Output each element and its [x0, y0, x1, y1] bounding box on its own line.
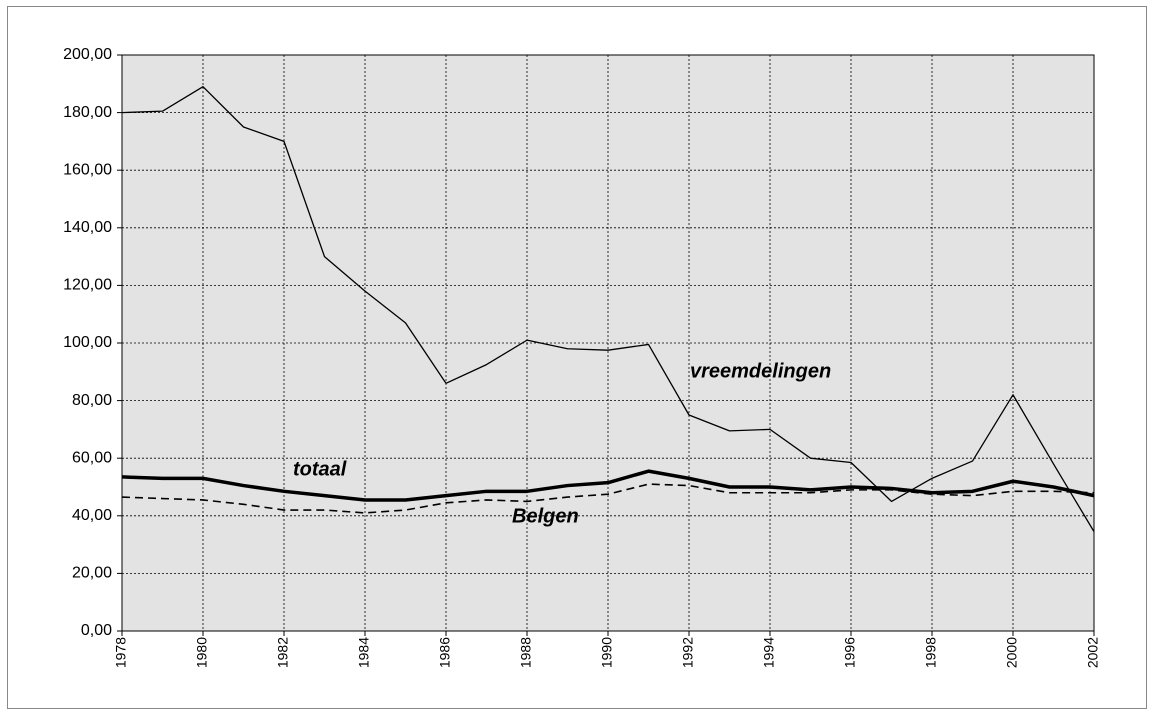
series-line [121, 483, 1095, 514]
x-tick-label: 1994 [761, 637, 777, 668]
x-tick-label: 1990 [599, 637, 615, 668]
y-tick-label: 60,00 [72, 449, 112, 466]
y-tick-label: 80,00 [72, 392, 112, 409]
y-tick-label: 40,00 [72, 507, 112, 524]
y-tick-label: 160,00 [63, 161, 112, 178]
y-tick-label: 100,00 [63, 334, 112, 351]
x-tick-label: 1980 [194, 637, 210, 668]
y-tick-label: 200,00 [63, 46, 112, 63]
x-tick-label: 1986 [437, 637, 453, 668]
x-tick-label: 1978 [113, 637, 129, 668]
y-tick-label: 20,00 [72, 565, 112, 582]
x-tick-label: 1988 [518, 637, 534, 668]
plot-border [121, 54, 1095, 632]
y-tick-label: 0,00 [81, 622, 112, 639]
x-tick-label: 1998 [923, 637, 939, 668]
x-tick-label: 1982 [275, 637, 291, 668]
y-tick-label: 140,00 [63, 219, 112, 236]
series-label: totaal [293, 458, 347, 480]
x-tick-label: 1992 [680, 637, 696, 668]
x-tick-label: 1984 [356, 637, 372, 668]
series-line [121, 86, 1095, 532]
x-tick-label: 2000 [1004, 637, 1020, 668]
series-label: Belgen [512, 505, 579, 527]
y-tick-label: 180,00 [63, 104, 112, 121]
y-tick-label: 120,00 [63, 277, 112, 294]
series-line [121, 469, 1095, 502]
series-label: vreemdelingen [690, 360, 831, 382]
x-tick-label: 1996 [842, 637, 858, 668]
x-tick-label: 2002 [1085, 637, 1101, 668]
